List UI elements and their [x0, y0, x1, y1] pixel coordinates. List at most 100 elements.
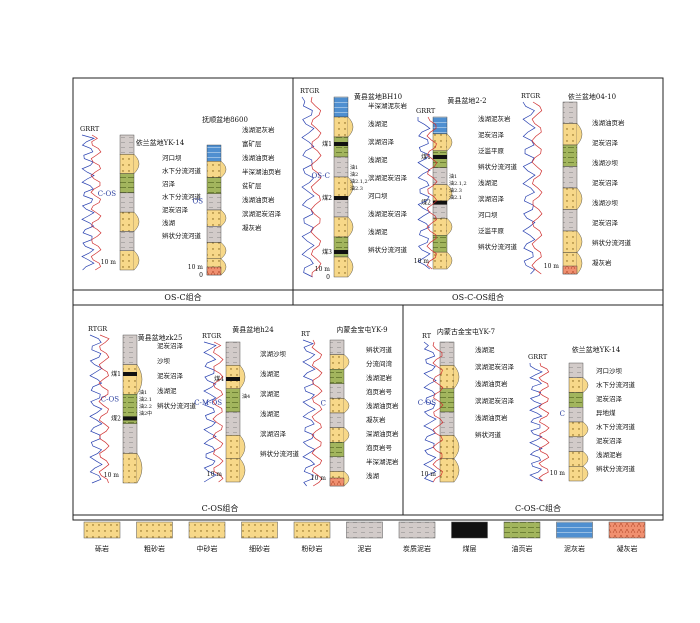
facies-label: 浅湖	[162, 218, 176, 227]
lithology-band	[333, 216, 349, 238]
facies-label: 辫状分流河道	[478, 242, 518, 251]
facies-label: 水下分流河道	[596, 380, 636, 389]
facies-label: 滨湖泥炭沼泽	[368, 173, 408, 182]
lithology-band	[562, 187, 578, 210]
facies-label: 辫状分流河道	[478, 162, 518, 171]
facies-label: 浅湖泥	[475, 345, 495, 354]
lithology-band	[333, 116, 349, 138]
sand-lobe	[347, 116, 354, 138]
legend-label: 凝灰岩	[617, 544, 638, 553]
legend-swatch	[241, 521, 278, 539]
lithology-band	[333, 256, 349, 278]
well-title: 依兰盆地04-10	[568, 92, 616, 101]
sand-lobe	[239, 365, 246, 389]
lithology-band	[119, 211, 135, 232]
sand-lobe	[582, 377, 589, 393]
gr-curve	[529, 362, 543, 482]
facies-label: 泥炭沼泽	[478, 130, 505, 139]
lithology-band	[568, 392, 584, 408]
facies-label: 滨湖泥	[260, 389, 280, 398]
legend-item: 粗砂岩	[136, 521, 173, 553]
facies-label: 浅湖泥	[478, 178, 498, 187]
panel-title: OS-C-OS组合	[452, 292, 504, 302]
scale-label: 10 m	[207, 471, 223, 478]
facies-label: 辫状分流河道	[592, 238, 632, 247]
lithology-band	[439, 388, 455, 413]
seam-label: 油4	[242, 393, 250, 400]
facies-label: 泛滥平原	[478, 146, 505, 155]
legend-label: 煤层	[463, 544, 477, 553]
facies-label: 浅湖油页岩	[475, 413, 508, 422]
facies-label: 泥炭沼泽	[157, 371, 184, 380]
legend-label: 泥岩	[358, 544, 372, 553]
lithology-band	[329, 339, 345, 355]
lithology-band	[562, 144, 578, 167]
sand-lobe	[576, 187, 583, 210]
lithology-band	[225, 341, 241, 366]
facies-label: 浅湖泥灰岩	[242, 125, 275, 134]
scale-label: 10 m	[544, 263, 560, 270]
lithology-band	[206, 193, 222, 211]
lithology-band	[568, 451, 584, 467]
seam-label: 油2.1,2	[350, 178, 368, 185]
cycle-label: C-M-OS	[194, 399, 222, 407]
seam-label: 油2.3	[350, 185, 363, 192]
seam-label: 油2中	[139, 410, 152, 417]
seam-label: 油2	[350, 171, 358, 178]
facies-label: 浅湖泥灰岩	[478, 114, 511, 123]
coal-label: 煤2	[421, 199, 431, 207]
facies-label: 半深湖泥岩	[366, 457, 399, 466]
facies-label: 深湖油页岩	[366, 429, 399, 438]
legend-swatch	[188, 521, 226, 539]
lithology-band	[122, 453, 138, 484]
curve-header: RTGR	[521, 92, 541, 100]
tuff-band	[329, 477, 345, 487]
legend-label: 细砂岩	[249, 544, 270, 553]
scale-label: 10 m	[104, 472, 120, 479]
legend-label: 粗砂岩	[144, 544, 165, 553]
lithology-band	[432, 184, 448, 202]
seam-label: 油1	[350, 164, 358, 171]
facies-label: 浅湖沙坝	[592, 158, 619, 167]
facies-label: 泡页岩号	[366, 387, 393, 396]
sand-lobe	[133, 154, 140, 174]
sand-lobe	[347, 216, 354, 238]
cycle-label: C	[321, 400, 326, 408]
legend-swatch	[398, 521, 436, 539]
facies-label: 河口沙坝	[596, 366, 623, 375]
facies-label: 水下分流河道	[162, 192, 202, 201]
well-title: 抚顺盆地8600	[202, 115, 248, 124]
rt-curve	[426, 116, 438, 270]
facies-label: 凝灰岩	[366, 415, 386, 424]
well-title: 依兰盆地YK-14	[572, 345, 621, 354]
scale-label: 10 m	[311, 475, 327, 482]
lithology-band	[439, 365, 455, 389]
well-title: 依兰盆地YK-14	[136, 138, 185, 147]
sand-lobe	[347, 256, 354, 278]
lithology-band	[568, 377, 584, 393]
seam-label: 油1	[139, 389, 147, 396]
coal-seam	[226, 377, 240, 381]
coal-label: 煤2	[111, 414, 121, 422]
facies-label: 浅湖油页岩	[366, 401, 399, 410]
lithology-band	[329, 427, 345, 443]
facies-label: 辫状分流河道	[260, 449, 300, 458]
coal-label: 煤1	[111, 370, 121, 378]
facies-label: 泥炭沼泽	[157, 341, 184, 350]
sand-lobe	[582, 466, 589, 482]
sand-lobe	[446, 184, 453, 202]
sand-lobe	[576, 230, 583, 253]
facies-label: 滨湖沙坝	[260, 349, 287, 358]
facies-label: 泥炭沼泽	[596, 394, 623, 403]
sand-lobe	[220, 242, 227, 259]
facies-label: 辫状分流河道	[368, 245, 408, 254]
lithology-band	[568, 436, 584, 452]
sand-lobe	[133, 250, 140, 271]
sand-lobe	[220, 209, 227, 227]
facies-label: 泡页岩号	[366, 443, 393, 452]
facies-label: 浅湖泥炭沼泽	[368, 209, 408, 218]
facies-label: 异地煤	[596, 408, 616, 417]
legend-label: 油页岩	[512, 544, 533, 553]
